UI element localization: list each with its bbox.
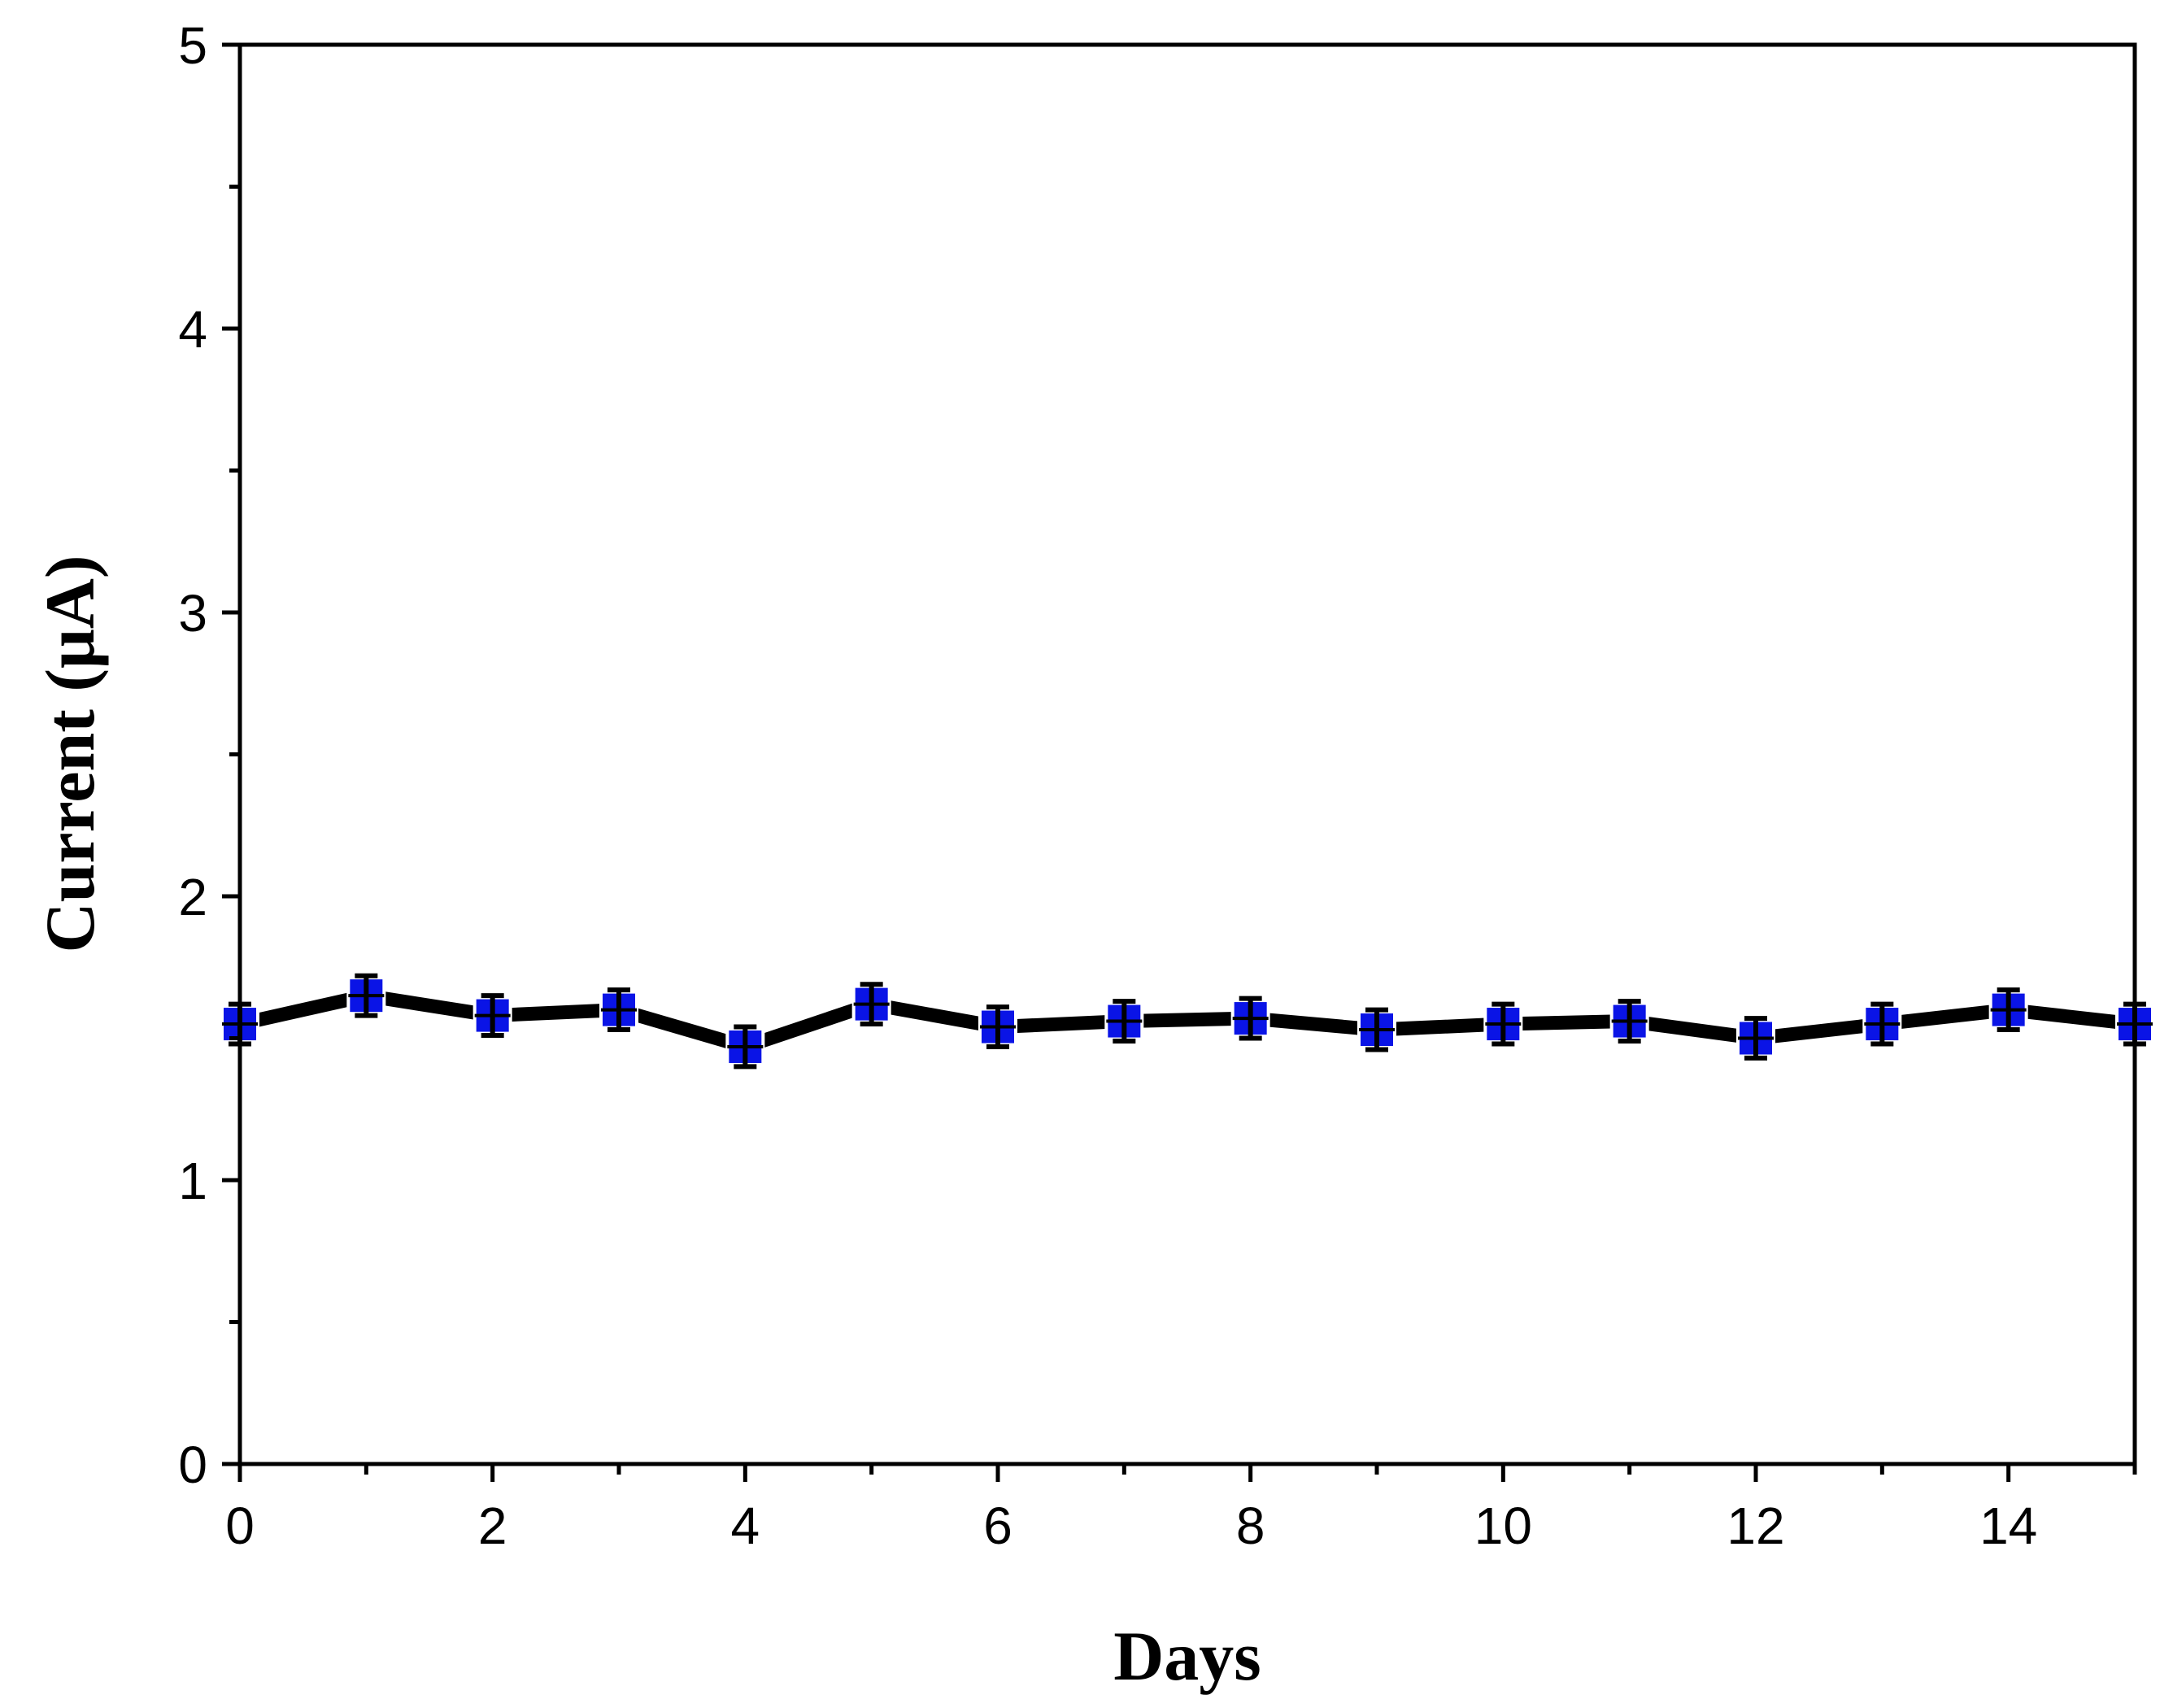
x-tick-label: 10 [1474,1497,1532,1555]
chart-marks [220,973,2154,1070]
y-tick-label: 3 [178,584,207,643]
x-tick-label: 8 [1236,1497,1265,1555]
y-axis-title: Current (μA) [31,556,109,953]
y-tick-label: 0 [178,1436,207,1494]
y-tick-label: 4 [178,300,207,359]
y-tick-label: 2 [178,868,207,926]
series-line [238,988,2136,1054]
x-tick-label: 12 [1727,1497,1784,1555]
x-tick-label: 2 [478,1497,507,1555]
x-tick-label: 6 [983,1497,1012,1555]
y-tick-label: 5 [178,16,207,75]
x-tick-label: 14 [1979,1497,2037,1555]
plot-frame [237,42,2137,1466]
x-axis-title: Days [1113,1617,1261,1695]
y-tick-label: 1 [178,1152,207,1210]
x-tick-label: 4 [731,1497,760,1555]
x-tick-label: 0 [225,1497,255,1555]
